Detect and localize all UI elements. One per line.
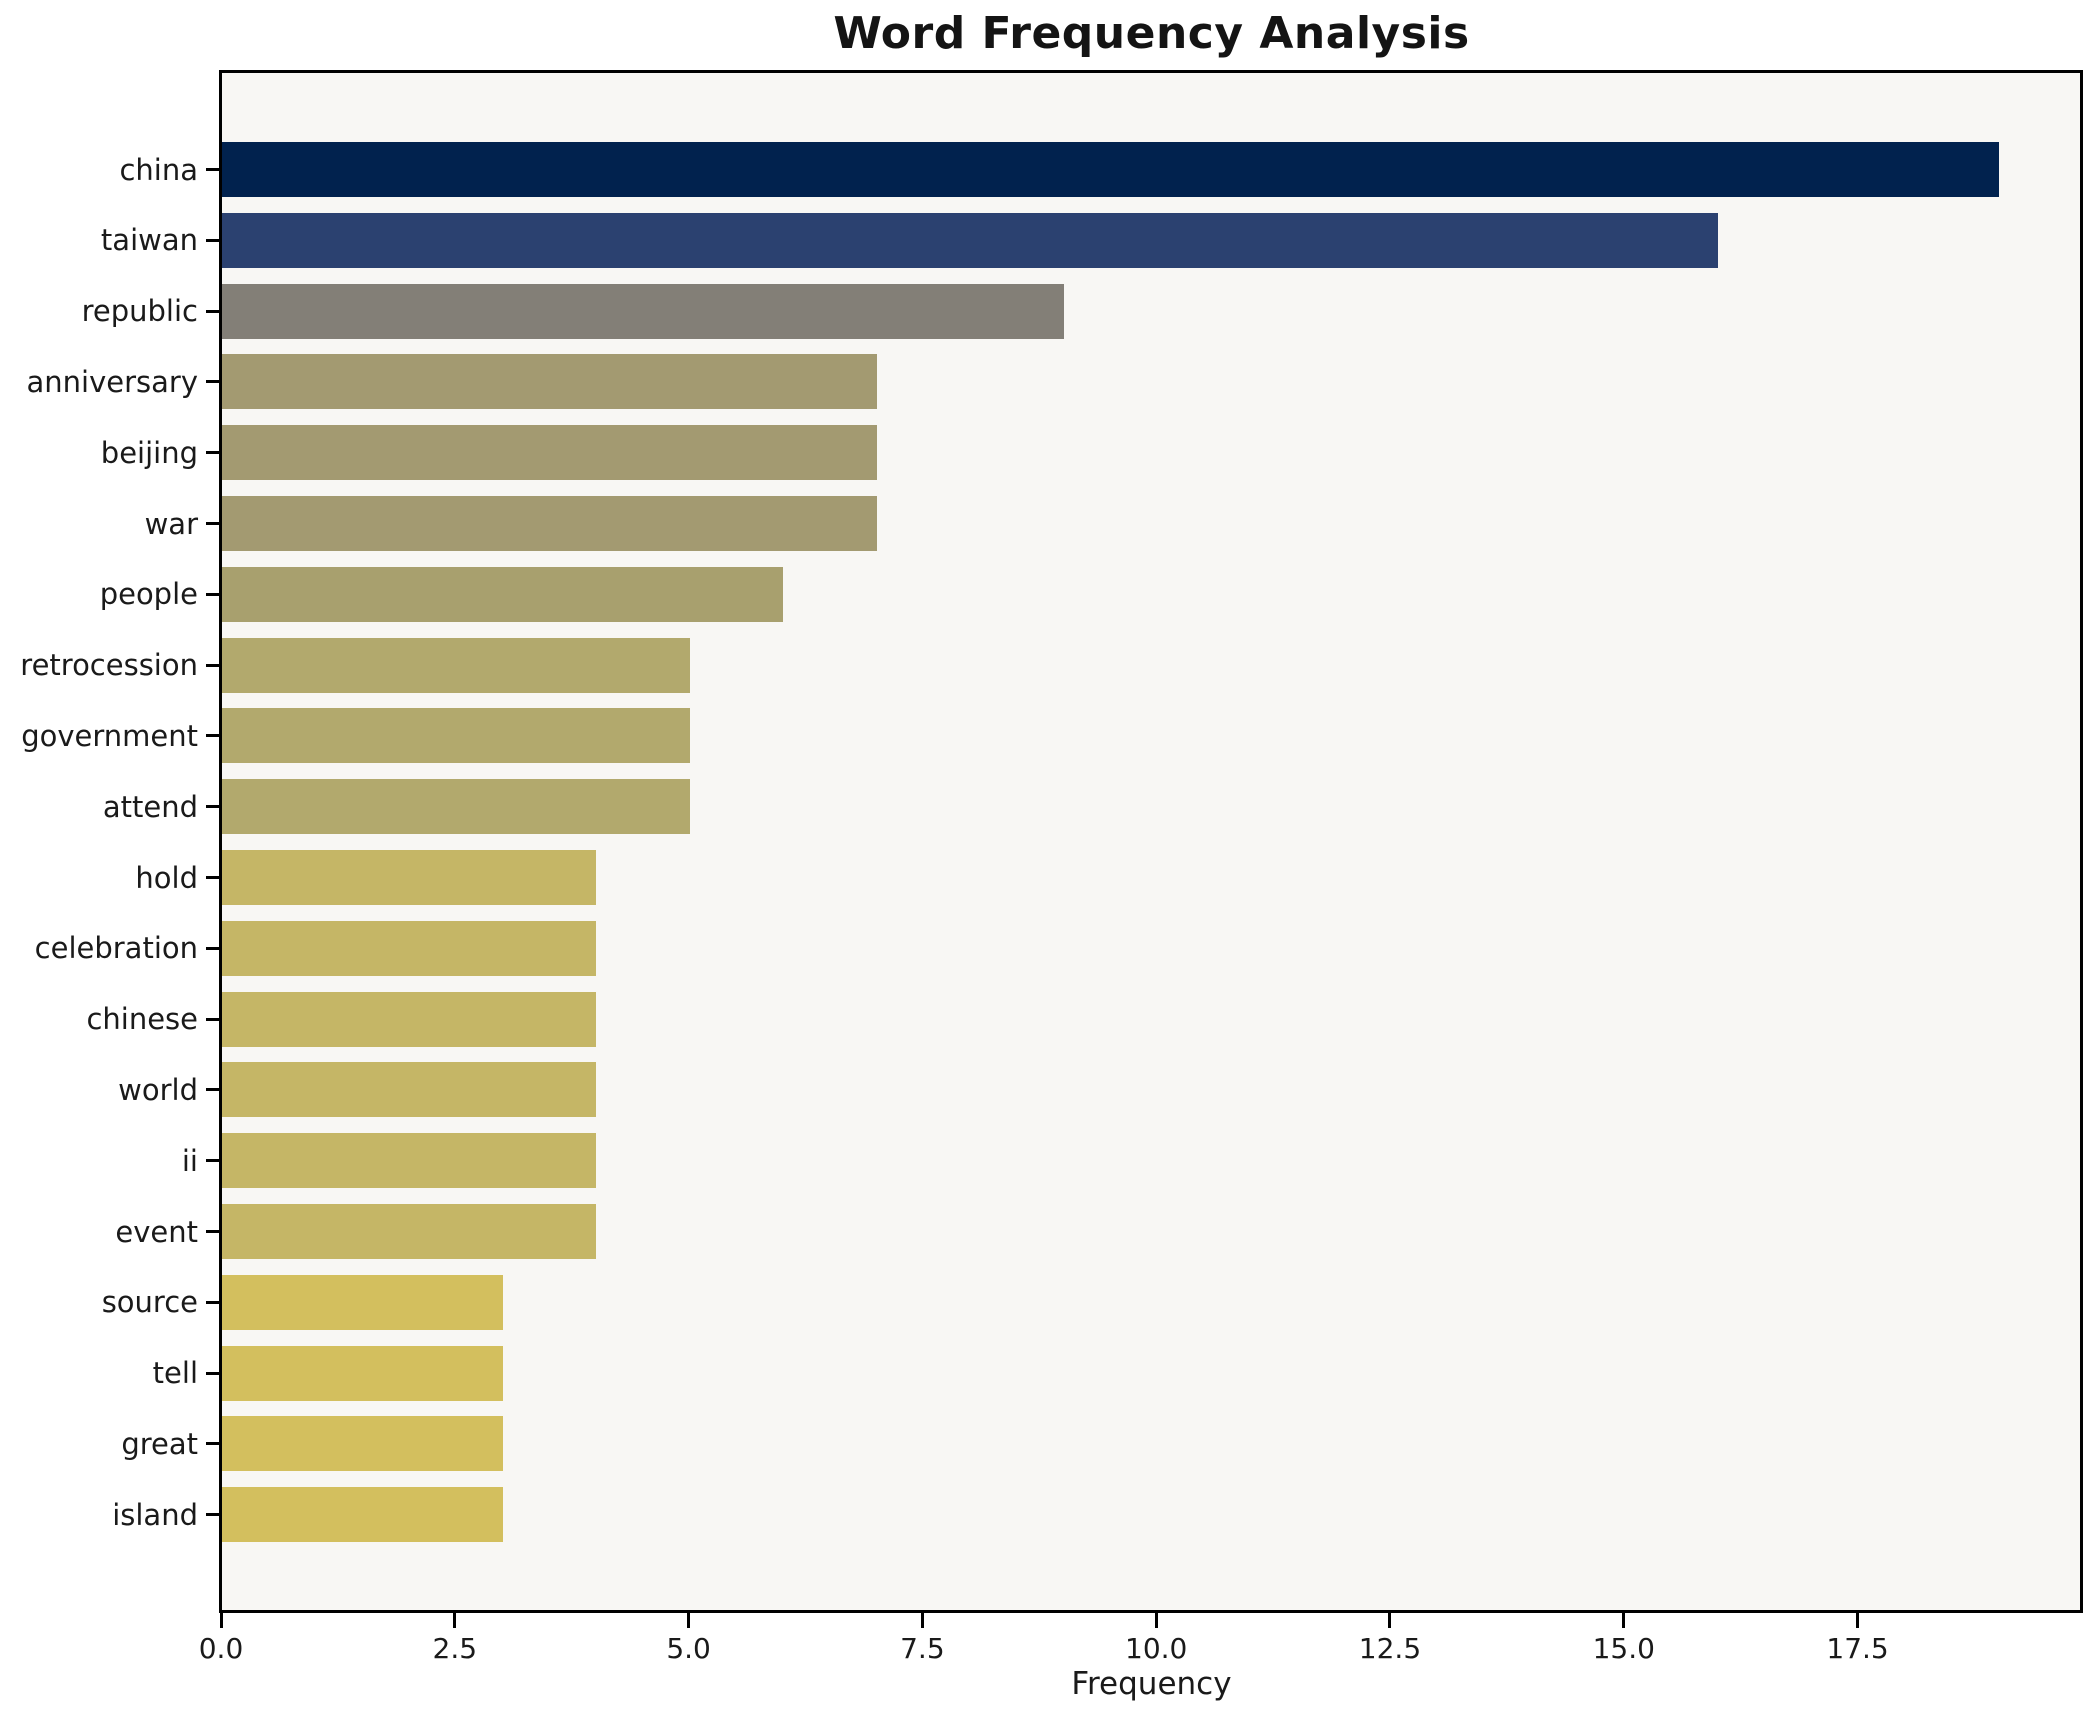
ytick-mark (206, 946, 220, 950)
xtick-label-15.0: 15.0 (1592, 1632, 1655, 1665)
ytick-label-attend: attend (102, 789, 198, 824)
bar-event (222, 1204, 597, 1259)
ytick-label-great: great (121, 1426, 198, 1461)
xtick-label-17.5: 17.5 (1826, 1632, 1889, 1665)
bar-celebration (222, 920, 597, 976)
ytick-mark (206, 1230, 220, 1233)
xtick-mark (453, 1613, 457, 1628)
bar-government (222, 708, 690, 764)
xtick-mark (1388, 1613, 1392, 1628)
xtick-mark (687, 1613, 691, 1628)
ytick-label-world: world (118, 1072, 198, 1107)
bar-island (222, 1487, 503, 1543)
ytick-label-celebration: celebration (34, 931, 198, 966)
ytick-label-event: event (115, 1214, 198, 1249)
bar-anniversary (222, 354, 877, 410)
xtick-label-7.5: 7.5 (900, 1632, 945, 1665)
ytick-label-people: people (99, 577, 198, 612)
ytick-mark (206, 380, 220, 384)
ytick-mark (206, 168, 220, 171)
ytick-label-beijing: beijing (100, 435, 198, 470)
ytick-label-taiwan: taiwan (100, 223, 198, 258)
ytick-label-retrocession: retrocession (20, 648, 198, 683)
ytick-mark (206, 876, 220, 879)
ytick-label-anniversary: anniversary (26, 364, 198, 399)
bar-retrocession (222, 637, 690, 693)
ytick-mark (206, 451, 220, 455)
ytick-label-hold: hold (135, 860, 198, 895)
ytick-label-chinese: chinese (86, 1002, 198, 1037)
bar-tell (222, 1345, 503, 1401)
bar-taiwan (222, 212, 1719, 268)
bar-source (222, 1274, 503, 1330)
xtick-mark (1154, 1613, 1158, 1628)
x-axis-title: Frequency (1071, 1666, 1232, 1702)
bar-people (222, 566, 784, 622)
bar-china (222, 142, 1999, 197)
bar-great (222, 1416, 503, 1472)
bar-attend (222, 779, 690, 835)
ytick-mark (206, 805, 220, 809)
bar-republic (222, 283, 1064, 339)
plot-area (219, 70, 2083, 1613)
bar-beijing (222, 425, 877, 481)
xtick-mark (219, 1613, 223, 1628)
xtick-mark (1622, 1613, 1626, 1628)
ytick-label-ii: ii (181, 1143, 198, 1178)
ytick-mark (206, 1300, 220, 1304)
ytick-label-war: war (144, 506, 198, 541)
xtick-label-12.5: 12.5 (1358, 1632, 1422, 1665)
ytick-label-government: government (21, 718, 198, 753)
xtick-label-0.0: 0.0 (198, 1632, 244, 1665)
xtick-mark (1856, 1613, 1860, 1628)
ytick-mark (206, 1513, 220, 1517)
ytick-mark (206, 663, 220, 667)
ytick-label-island: island (112, 1497, 198, 1532)
ytick-mark (206, 1159, 220, 1163)
ytick-label-tell: tell (152, 1356, 198, 1391)
ytick-label-china: china (119, 152, 198, 187)
ytick-mark (206, 734, 220, 738)
xtick-label-10.0: 10.0 (1125, 1632, 1188, 1665)
ytick-mark (206, 309, 220, 313)
xtick-mark (920, 1613, 924, 1628)
bar-hold (222, 850, 597, 905)
bar-war (222, 496, 877, 551)
ytick-mark (206, 592, 220, 596)
ytick-mark (206, 238, 220, 242)
ytick-mark (206, 1371, 220, 1375)
chart-title: Word Frequency Analysis (833, 8, 1470, 59)
ytick-label-source: source (101, 1285, 198, 1320)
bar-ii (222, 1133, 597, 1189)
bar-chinese (222, 991, 597, 1047)
ytick-mark (206, 1442, 220, 1446)
xtick-label-2.5: 2.5 (432, 1632, 478, 1665)
ytick-mark (206, 1088, 220, 1092)
ytick-label-republic: republic (81, 294, 198, 329)
bar-world (222, 1062, 597, 1118)
ytick-mark (206, 1017, 220, 1021)
xtick-label-5.0: 5.0 (666, 1632, 711, 1665)
ytick-mark (206, 522, 220, 525)
